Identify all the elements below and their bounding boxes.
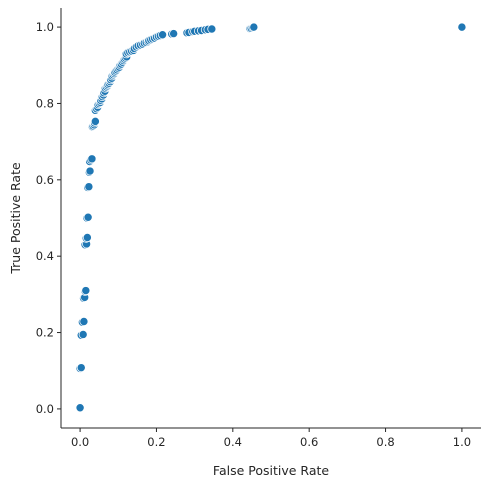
data-point [158, 30, 168, 40]
data-point [85, 166, 95, 176]
x-tick-label: 0.4 [224, 435, 242, 449]
data-point [249, 22, 259, 32]
data-point [75, 403, 85, 413]
x-axis-label: False Positive Rate [213, 463, 329, 478]
data-point [83, 212, 93, 222]
data-point [87, 154, 97, 164]
points-layer [75, 22, 467, 413]
y-tick-label: 0.4 [36, 249, 54, 263]
data-point [76, 363, 86, 373]
data-point [82, 232, 92, 242]
data-point [207, 24, 217, 34]
x-tick-label: 0.6 [300, 435, 318, 449]
data-point [78, 329, 88, 339]
y-tick-label: 0.6 [36, 173, 54, 187]
data-point [81, 286, 91, 296]
x-tick-label: 0.8 [376, 435, 394, 449]
y-axis-label: True Positive Rate [8, 162, 23, 275]
y-tick-label: 0.2 [36, 326, 54, 340]
y-tick-label: 1.0 [36, 20, 54, 34]
y-tick-label: 0.8 [36, 96, 54, 110]
x-tick-label: 0.2 [147, 435, 165, 449]
y-tick-label: 0.0 [36, 402, 54, 416]
x-tick-label: 1.0 [453, 435, 471, 449]
axes-layer: 0.0 0.2 0.4 0.6 0.8 1.0 0.0 0.2 0.4 0.6 0.8 1.0 [36, 8, 481, 449]
data-point [457, 22, 467, 32]
x-tick-label: 0.0 [71, 435, 89, 449]
data-point [79, 316, 89, 326]
data-point [84, 182, 94, 192]
data-point [169, 29, 179, 39]
data-point [90, 116, 100, 126]
